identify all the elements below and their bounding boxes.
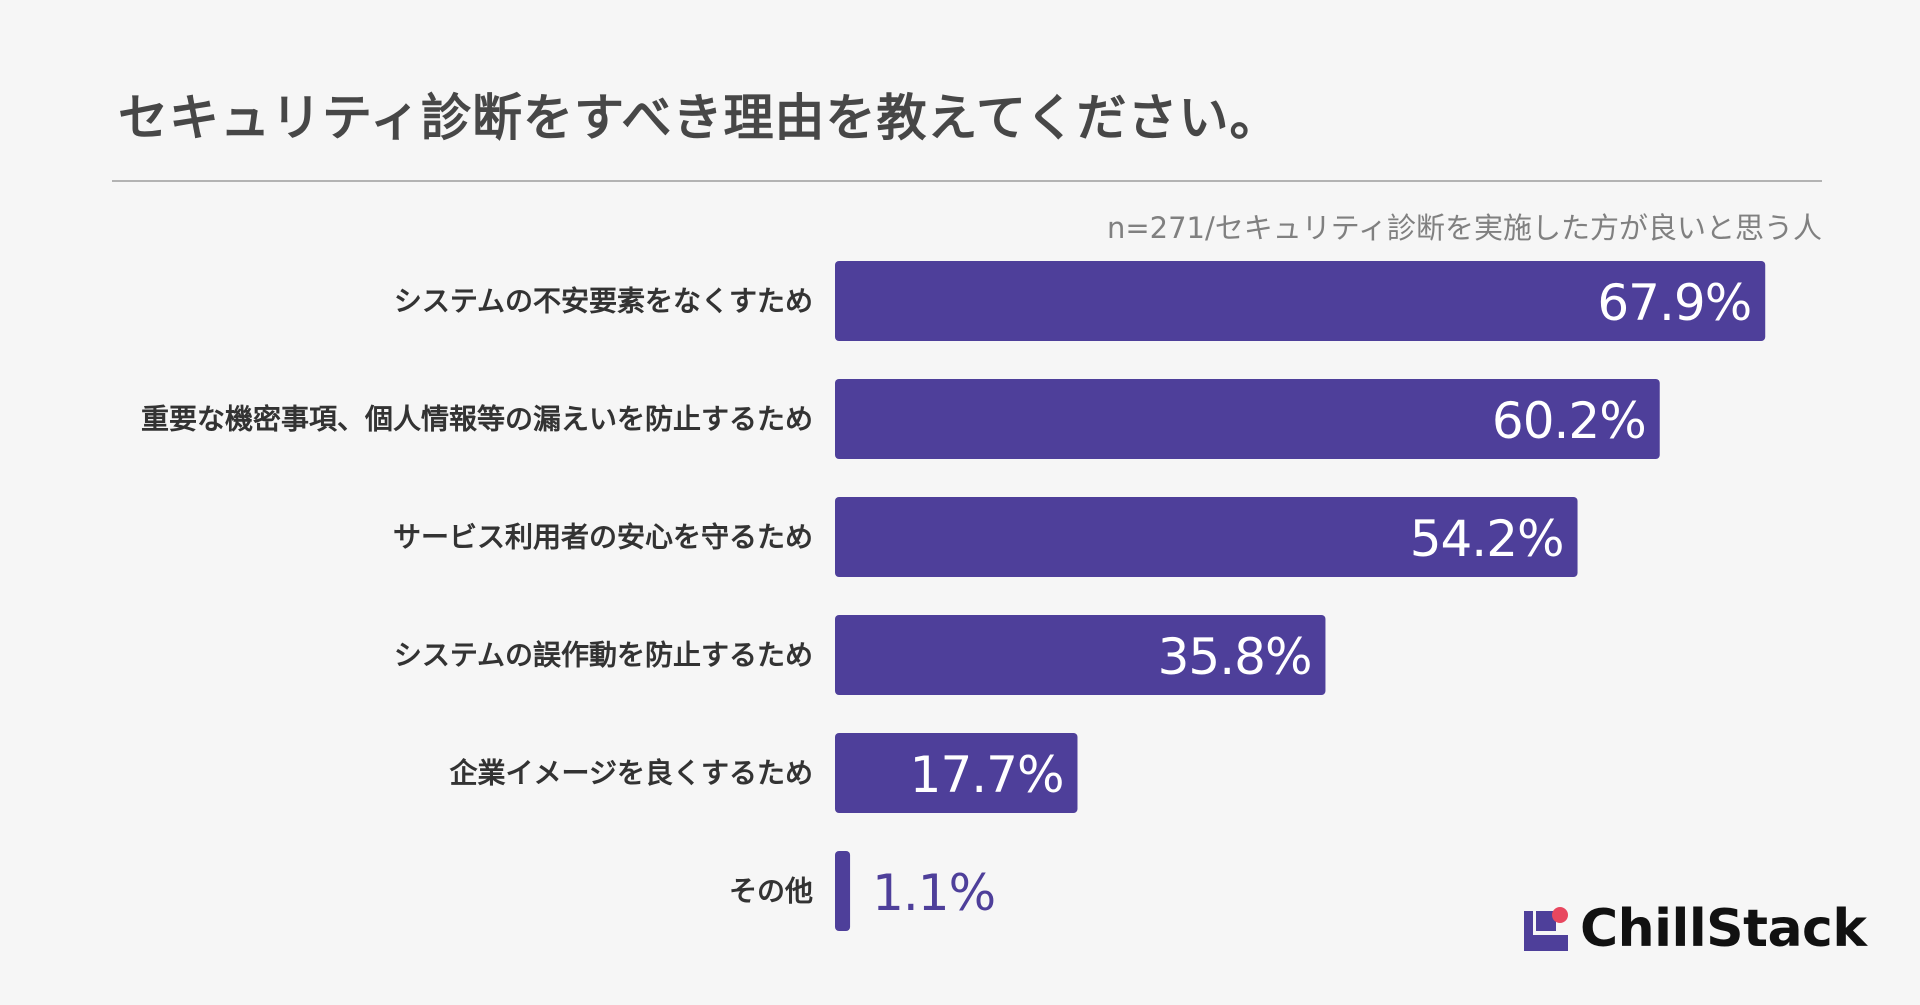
category-label: 重要な機密事項、個人情報等の漏えいを防止するため [141, 403, 813, 436]
bar [835, 379, 1660, 459]
bar [835, 733, 1078, 813]
title-divider [112, 180, 1822, 182]
bar [835, 261, 1766, 341]
brand-name: ChillStack [1580, 899, 1867, 959]
bar [835, 497, 1578, 577]
category-label: その他 [729, 875, 813, 908]
value-label: 35.8% [1158, 628, 1312, 686]
category-label: システムの誤作動を防止するため [394, 639, 813, 672]
category-label: 企業イメージを良くするため [450, 757, 813, 790]
sample-note: n=271/セキュリティ診断を実施した方が良いと思う人 [1106, 211, 1822, 245]
category-label: サービス利用者の安心を守るため [393, 521, 813, 554]
value-label: 67.9% [1597, 274, 1751, 332]
value-label: 54.2% [1410, 510, 1564, 568]
value-label: 17.7% [910, 746, 1064, 804]
brand-logo: ChillStack [1524, 899, 1867, 959]
category-label: システムの不安要素をなくすため [394, 285, 813, 318]
bar [835, 851, 851, 931]
chart-title: セキュリティ診断をすべき理由を教えてください。 [118, 89, 1281, 147]
chillstack-logo-icon [1524, 907, 1568, 951]
bar [835, 615, 1326, 695]
value-label: 60.2% [1492, 392, 1646, 450]
value-label: 1.1% [872, 864, 995, 922]
